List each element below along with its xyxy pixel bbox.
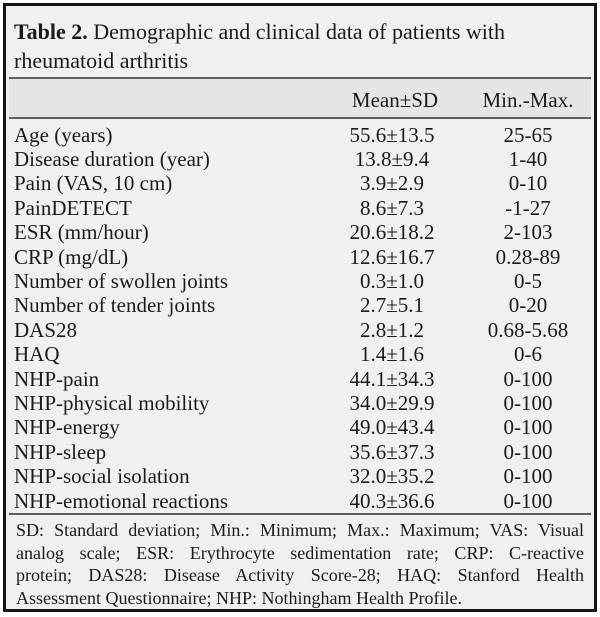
row-min-max: 0-6: [514, 342, 542, 367]
row-mean-sd: 20.6±18.2: [349, 220, 435, 245]
row-mean-sd: 34.0±29.9: [349, 390, 435, 415]
table-row: NHP-social isolation 32.0±35.2 0-100: [6, 464, 594, 488]
table-row: NHP-energy 49.0±43.4 0-100: [6, 415, 594, 439]
table-card: Table 2. Demographic and clinical data o…: [3, 3, 597, 612]
row-min-max: 0-5: [514, 268, 542, 293]
row-label: NHP-energy: [14, 415, 120, 440]
row-label: Number of tender joints: [14, 293, 216, 318]
row-min-max: 0.68-5.68: [487, 317, 569, 342]
table-row: NHP-physical mobility 34.0±29.9 0-100: [6, 391, 594, 415]
rule-title-bottom: [9, 77, 591, 80]
table-row: NHP-pain 44.1±34.3 0-100: [6, 367, 594, 391]
table-row: DAS28 2.8±1.2 0.68-5.68: [6, 318, 594, 342]
row-mean-sd: 1.4±1.6: [359, 342, 425, 367]
row-min-max: 0-100: [503, 464, 553, 489]
title-text-line2: rheumatoid arthritis: [14, 48, 189, 73]
table-row: NHP-sleep 35.6±37.3 0-100: [6, 440, 594, 464]
title-text-line1: Demographic and clinical data of patient…: [93, 19, 506, 44]
row-min-max: 0-20: [508, 293, 548, 318]
row-label: HAQ: [14, 342, 60, 367]
column-header-mean-sd: Mean±SD: [351, 87, 439, 112]
table-row: CRP (mg/dL) 12.6±16.7 0.28-89: [6, 245, 594, 269]
row-min-max: 0-100: [503, 488, 553, 513]
table-row: Pain (VAS, 10 cm) 3.9±2.9 0-10: [6, 171, 594, 195]
table-row: PainDETECT 8.6±7.3 -1-27: [6, 196, 594, 220]
row-label: NHP-social isolation: [14, 464, 190, 489]
column-header-row: Mean±SD Min.-Max.: [9, 79, 591, 117]
row-label: NHP-pain: [14, 366, 100, 391]
table-footnote: SD: Standard deviation; Min.: Minimum; M…: [6, 515, 594, 609]
footnote-line: SD: Standard deviation; Min.: Minimum; M…: [16, 520, 584, 540]
table-row: Disease duration (year) 13.8±9.4 1-40: [6, 147, 594, 171]
table-row: HAQ 1.4±1.6 0-6: [6, 342, 594, 366]
table-row: NHP-emotional reactions 40.3±36.6 0-100: [6, 489, 594, 513]
row-min-max: 0-100: [503, 439, 553, 464]
footnote-line: protein; DAS28: Disease Activity Score-2…: [16, 565, 584, 585]
row-min-max: 0-10: [508, 171, 548, 196]
table-row: Number of tender joints 2.7±5.1 0-20: [6, 293, 594, 317]
row-min-max: 0-100: [503, 415, 553, 440]
row-mean-sd: 32.0±35.2: [349, 464, 435, 489]
row-mean-sd: 0.3±1.0: [359, 268, 425, 293]
row-min-max: 0.28-89: [495, 244, 561, 269]
row-mean-sd: 35.6±37.3: [349, 439, 435, 464]
row-mean-sd: 40.3±36.6: [349, 488, 435, 513]
table-body: Age (years) 55.6±13.5 25-65 Disease dura…: [6, 119, 594, 514]
footnote-line: analog scale; ESR: Erythrocyte sedimenta…: [16, 542, 584, 563]
row-min-max: 0-100: [503, 366, 553, 391]
rule-header-bottom: [9, 116, 591, 119]
title-line-1: Table 2. Demographic and clinical data o…: [14, 17, 586, 46]
row-label: NHP-emotional reactions: [14, 488, 229, 513]
table-row: Age (years) 55.6±13.5 25-65: [6, 123, 594, 147]
column-header-min-max: Min.-Max.: [482, 87, 574, 112]
row-label: Pain (VAS, 10 cm): [14, 171, 173, 196]
footnote-line: Assessment Questionnaire; NHP: Nothingha…: [16, 587, 462, 608]
row-mean-sd: 2.7±5.1: [359, 293, 425, 318]
row-mean-sd: 13.8±9.4: [354, 146, 430, 171]
row-min-max: 1-40: [508, 146, 548, 171]
row-min-max: 2-103: [503, 220, 553, 245]
row-mean-sd: 8.6±7.3: [359, 195, 425, 220]
row-label: CRP (mg/dL): [14, 244, 129, 269]
row-min-max: 25-65: [503, 122, 553, 147]
row-label: Disease duration (year): [14, 146, 210, 171]
row-label: PainDETECT: [14, 195, 132, 220]
rule-footnote-top: [9, 513, 591, 515]
table-title: Table 2. Demographic and clinical data o…: [6, 6, 594, 77]
row-mean-sd: 12.6±16.7: [349, 244, 435, 269]
row-label: NHP-sleep: [14, 439, 107, 464]
row-mean-sd: 3.9±2.9: [359, 171, 425, 196]
row-label: DAS28: [14, 317, 78, 342]
row-label: ESR (mm/hour): [14, 220, 149, 245]
row-mean-sd: 49.0±43.4: [349, 415, 435, 440]
row-label: Number of swollen joints: [14, 268, 229, 293]
row-label: Age (years): [14, 122, 113, 147]
row-min-max: 0-100: [503, 390, 553, 415]
table-number: Table 2.: [14, 19, 88, 44]
row-mean-sd: 44.1±34.3: [349, 366, 435, 391]
table-row: ESR (mm/hour) 20.6±18.2 2-103: [6, 220, 594, 244]
row-min-max: -1-27: [505, 195, 551, 220]
table-row: Number of swollen joints 0.3±1.0 0-5: [6, 269, 594, 293]
row-mean-sd: 55.6±13.5: [349, 122, 435, 147]
row-label: NHP-physical mobility: [14, 390, 210, 415]
row-mean-sd: 2.8±1.2: [359, 317, 425, 342]
